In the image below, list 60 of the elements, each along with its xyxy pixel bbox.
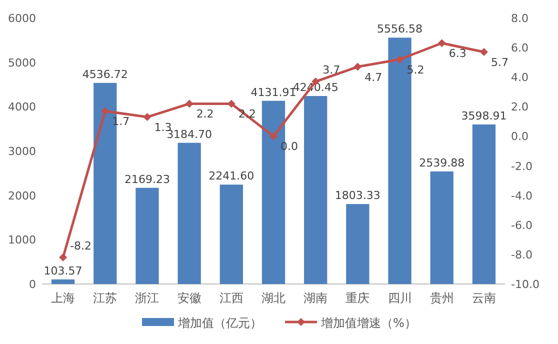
x-tick-label: 浙江 bbox=[135, 291, 160, 305]
data-label: 2169.23 bbox=[124, 172, 170, 186]
y2-tick-label: 6.0 bbox=[511, 42, 528, 55]
data-label: 2539.88 bbox=[419, 156, 465, 170]
y-tick-label: 1000 bbox=[8, 234, 36, 247]
data-label: 3.7 bbox=[322, 64, 340, 77]
bar bbox=[136, 188, 159, 284]
y-tick-label: 0 bbox=[29, 278, 36, 291]
legend-label: 增加值（亿元） bbox=[177, 316, 262, 330]
y-tick-label: 3000 bbox=[8, 145, 36, 158]
x-tick-label: 云南 bbox=[472, 291, 496, 305]
y2-tick-label: -10.0 bbox=[511, 278, 540, 291]
x-tick-label: 江西 bbox=[219, 291, 244, 305]
point bbox=[101, 107, 110, 116]
data-label: 6.3 bbox=[448, 47, 466, 60]
y2-tick-label: 0.0 bbox=[511, 130, 528, 144]
data-label: 103.57 bbox=[44, 264, 82, 278]
data-label: -8.2 bbox=[70, 239, 92, 252]
data-label: 4.7 bbox=[364, 70, 382, 84]
bar bbox=[178, 142, 201, 284]
y2-tick-label: 8.0 bbox=[511, 12, 528, 25]
y-tick-label: 6000 bbox=[8, 12, 36, 25]
y2-tick-label: 4.0 bbox=[511, 71, 528, 84]
x-tick-label: 湖北 bbox=[262, 291, 286, 305]
x-tick-label: 湖南 bbox=[304, 291, 328, 305]
point bbox=[480, 48, 488, 56]
bar bbox=[51, 279, 75, 284]
x-tick-label: 四川 bbox=[388, 291, 412, 305]
y2-tick-label: -2.0 bbox=[511, 160, 532, 173]
y-tick-label: 4000 bbox=[8, 100, 36, 114]
bar bbox=[220, 184, 243, 284]
point bbox=[396, 55, 404, 64]
data-label: 1803.33 bbox=[334, 189, 380, 202]
y-tick-label: 2000 bbox=[8, 189, 36, 202]
x-tick-label: 安徽 bbox=[177, 291, 202, 305]
legend-label: 增加值增速（%） bbox=[320, 316, 416, 330]
bar bbox=[346, 204, 370, 284]
point bbox=[59, 253, 68, 262]
y2-tick-label: 2.0 bbox=[511, 100, 528, 114]
point bbox=[143, 113, 152, 122]
data-label: 5.7 bbox=[490, 56, 508, 69]
y2-tick-label: -6.0 bbox=[511, 218, 532, 232]
x-tick-label: 江苏 bbox=[93, 291, 118, 305]
data-label: 3598.91 bbox=[461, 109, 507, 122]
data-label: 4536.72 bbox=[82, 68, 128, 81]
y-tick-label: 5000 bbox=[8, 56, 36, 70]
y2-tick-label: -4.0 bbox=[511, 189, 532, 202]
data-label: 5556.58 bbox=[377, 22, 423, 36]
y2-tick-label: -8.0 bbox=[511, 248, 532, 262]
data-label: 2241.60 bbox=[208, 170, 254, 183]
point bbox=[438, 39, 446, 48]
data-label: 2.2 bbox=[196, 108, 214, 121]
x-tick-label: 贵州 bbox=[430, 291, 454, 305]
point bbox=[270, 132, 278, 140]
bar bbox=[430, 171, 454, 284]
point bbox=[354, 62, 362, 71]
bar bbox=[304, 96, 328, 284]
x-tick-label: 重庆 bbox=[346, 291, 370, 305]
x-tick-label: 上海 bbox=[51, 291, 76, 305]
bar bbox=[472, 124, 496, 284]
